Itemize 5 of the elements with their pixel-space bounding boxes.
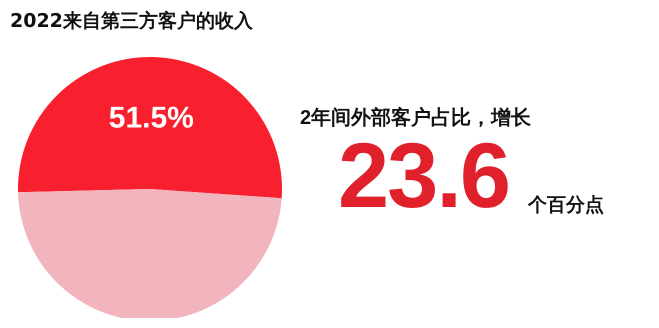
pie-slice (18, 57, 282, 198)
text: 个百分点 (528, 195, 604, 216)
chart-title: 2022来自第三方客户的收入 (10, 9, 253, 34)
data-label: 51.5% (108, 102, 194, 135)
text: 2年间外部客户占比，增长 (300, 107, 532, 129)
